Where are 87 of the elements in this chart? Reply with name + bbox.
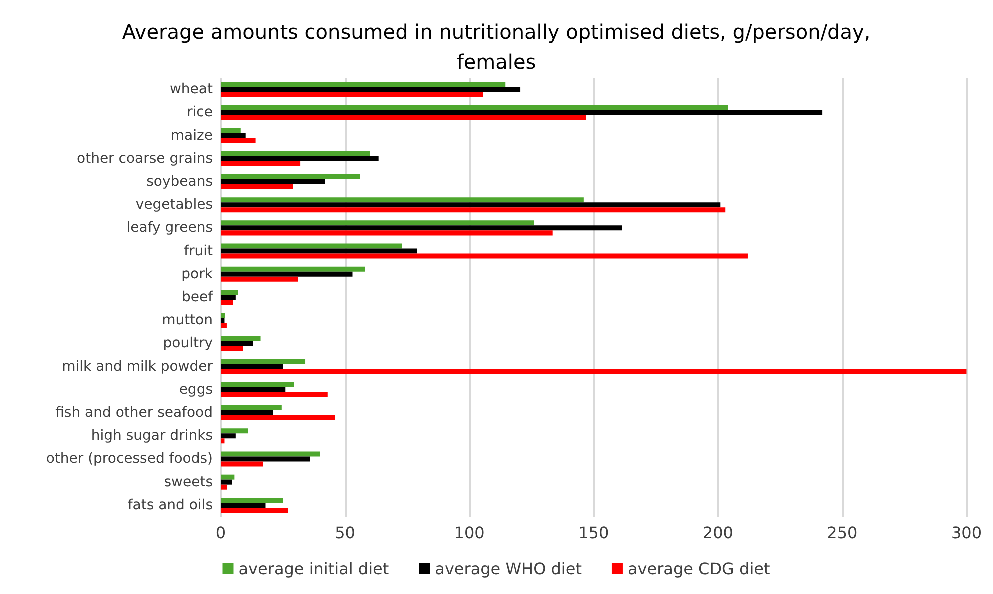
bar (221, 244, 402, 249)
bar (221, 92, 484, 98)
bar (221, 392, 328, 398)
bar (221, 151, 370, 156)
bar (221, 341, 254, 346)
bar (221, 254, 748, 259)
bar (221, 220, 534, 226)
bar (221, 456, 310, 462)
bar (221, 313, 226, 318)
bar (221, 387, 286, 392)
y-tick-label: poultry (163, 336, 213, 352)
bar (221, 323, 227, 328)
y-tick-label: wheat (170, 82, 214, 98)
bar (221, 105, 728, 110)
bar (221, 359, 306, 364)
bar (221, 484, 228, 490)
bar (221, 452, 320, 457)
bar (221, 434, 236, 439)
legend-label: average WHO diet (435, 560, 582, 578)
bar (221, 226, 622, 231)
y-tick-label: fruit (184, 243, 214, 260)
y-tick-label: maize (170, 128, 213, 144)
y-tick-label: eggs (179, 382, 213, 398)
bar (221, 184, 294, 190)
y-tick-label: beef (182, 290, 214, 306)
y-tick-label: other coarse grains (77, 150, 213, 167)
bar (221, 438, 225, 444)
x-tick-label: 250 (827, 524, 858, 542)
bar (221, 462, 264, 467)
y-tick-label: leafy greens (126, 220, 213, 236)
bar (221, 336, 261, 342)
bar (221, 346, 244, 352)
bar (221, 318, 225, 324)
y-tick-label: vegetables (136, 197, 213, 214)
bar (221, 364, 284, 370)
bar (221, 276, 298, 282)
bar (221, 202, 721, 208)
bar (221, 369, 967, 374)
bar (221, 110, 823, 116)
bar (221, 128, 241, 134)
bar (221, 382, 294, 388)
bar (221, 161, 301, 166)
x-tick-label: 50 (335, 524, 356, 542)
bar (221, 410, 274, 416)
x-tick-label: 300 (951, 524, 982, 542)
bar (221, 82, 506, 88)
bar (221, 290, 238, 295)
bar (221, 115, 586, 120)
y-tick-label: pork (182, 266, 214, 282)
bar (221, 198, 584, 203)
y-tick-label: fats and oils (128, 497, 213, 514)
bar (221, 248, 418, 254)
bar (221, 272, 353, 277)
bar (221, 406, 282, 411)
legend-label: average initial diet (238, 560, 390, 578)
bar (221, 428, 248, 434)
bar (221, 208, 726, 213)
bar (221, 179, 326, 184)
chart-title: Average amounts consumed in nutritionally optimised diets, g/person/day, females (122, 20, 871, 74)
y-tick-label: soybeans (146, 174, 213, 190)
bar (221, 508, 288, 513)
y-tick-label: milk and milk powder (62, 358, 214, 375)
bar (221, 156, 379, 162)
y-tick-label: other (processed foods) (46, 451, 213, 468)
y-tick-label: rice (187, 104, 213, 121)
x-tick-label: 200 (702, 524, 734, 542)
bar (221, 87, 521, 92)
bar (221, 294, 236, 300)
bar (221, 133, 246, 138)
y-tick-label: high sugar drinks (91, 428, 213, 444)
bar (221, 474, 235, 480)
y-tick-label: sweets (164, 474, 213, 490)
x-tick-label: 0 (216, 524, 226, 542)
bar (221, 174, 360, 180)
x-tick-label: 150 (578, 524, 610, 542)
legend-label: average CDG diet (628, 560, 770, 578)
x-tick-label: 100 (454, 524, 485, 542)
bar (221, 416, 336, 421)
y-tick-label: mutton (162, 312, 213, 329)
bar (221, 498, 284, 503)
bar (221, 300, 234, 306)
bar (221, 230, 553, 236)
y-tick-label: fish and other seafood (56, 405, 213, 422)
bar (221, 138, 256, 144)
bar (221, 502, 266, 508)
bar (221, 480, 232, 485)
bar (221, 266, 366, 272)
